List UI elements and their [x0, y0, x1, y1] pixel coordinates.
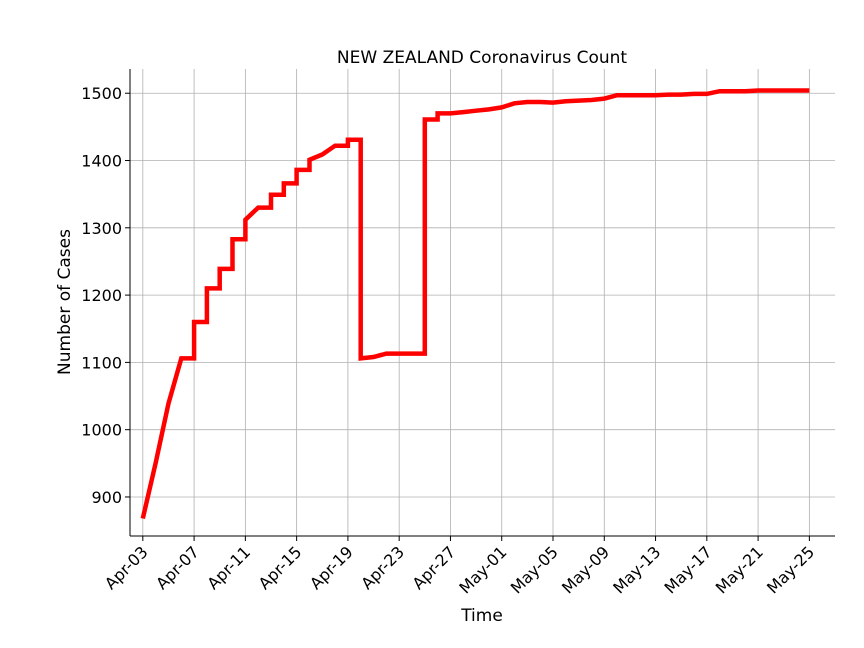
x-tick-label: Apr-27 [409, 542, 460, 593]
y-tick-label: 1000 [81, 421, 122, 440]
x-tick-label: May-17 [661, 542, 716, 597]
x-tick-label: Apr-23 [357, 542, 408, 593]
x-axis-ticks: Apr-03 Apr-07 Apr-11 Apr-15 Apr-19 Apr-23 Apr-… [101, 536, 818, 598]
y-tick-label: 900 [91, 488, 122, 507]
x-axis-label: Time [460, 606, 503, 626]
x-tick-label: May-01 [455, 542, 510, 597]
y-axis-ticks: 900 1000 1100 1200 1300 1400 1500 [81, 84, 130, 507]
y-tick-label: 1100 [81, 353, 122, 372]
x-tick-label: Apr-07 [152, 542, 203, 593]
x-tick-label: Apr-19 [306, 542, 357, 593]
x-tick-label: Apr-03 [101, 542, 152, 593]
x-tick-label: May-21 [712, 542, 767, 597]
y-tick-label: 1300 [81, 219, 122, 238]
chart-title: NEW ZEALAND Coronavirus Count [337, 48, 627, 68]
x-tick-label: May-13 [609, 542, 664, 597]
x-tick-label: Apr-15 [255, 542, 306, 593]
gridlines [130, 69, 835, 536]
y-tick-label: 1500 [81, 84, 122, 103]
series-line [140, 88, 810, 520]
x-tick-label: May-25 [763, 542, 818, 597]
x-tick-label: May-09 [558, 542, 613, 597]
x-tick-label: May-05 [507, 542, 562, 597]
y-tick-label: 1400 [81, 152, 122, 171]
y-axis-label: Number of Cases [55, 229, 75, 375]
y-tick-label: 1200 [81, 286, 122, 305]
x-tick-label: Apr-11 [203, 542, 254, 593]
